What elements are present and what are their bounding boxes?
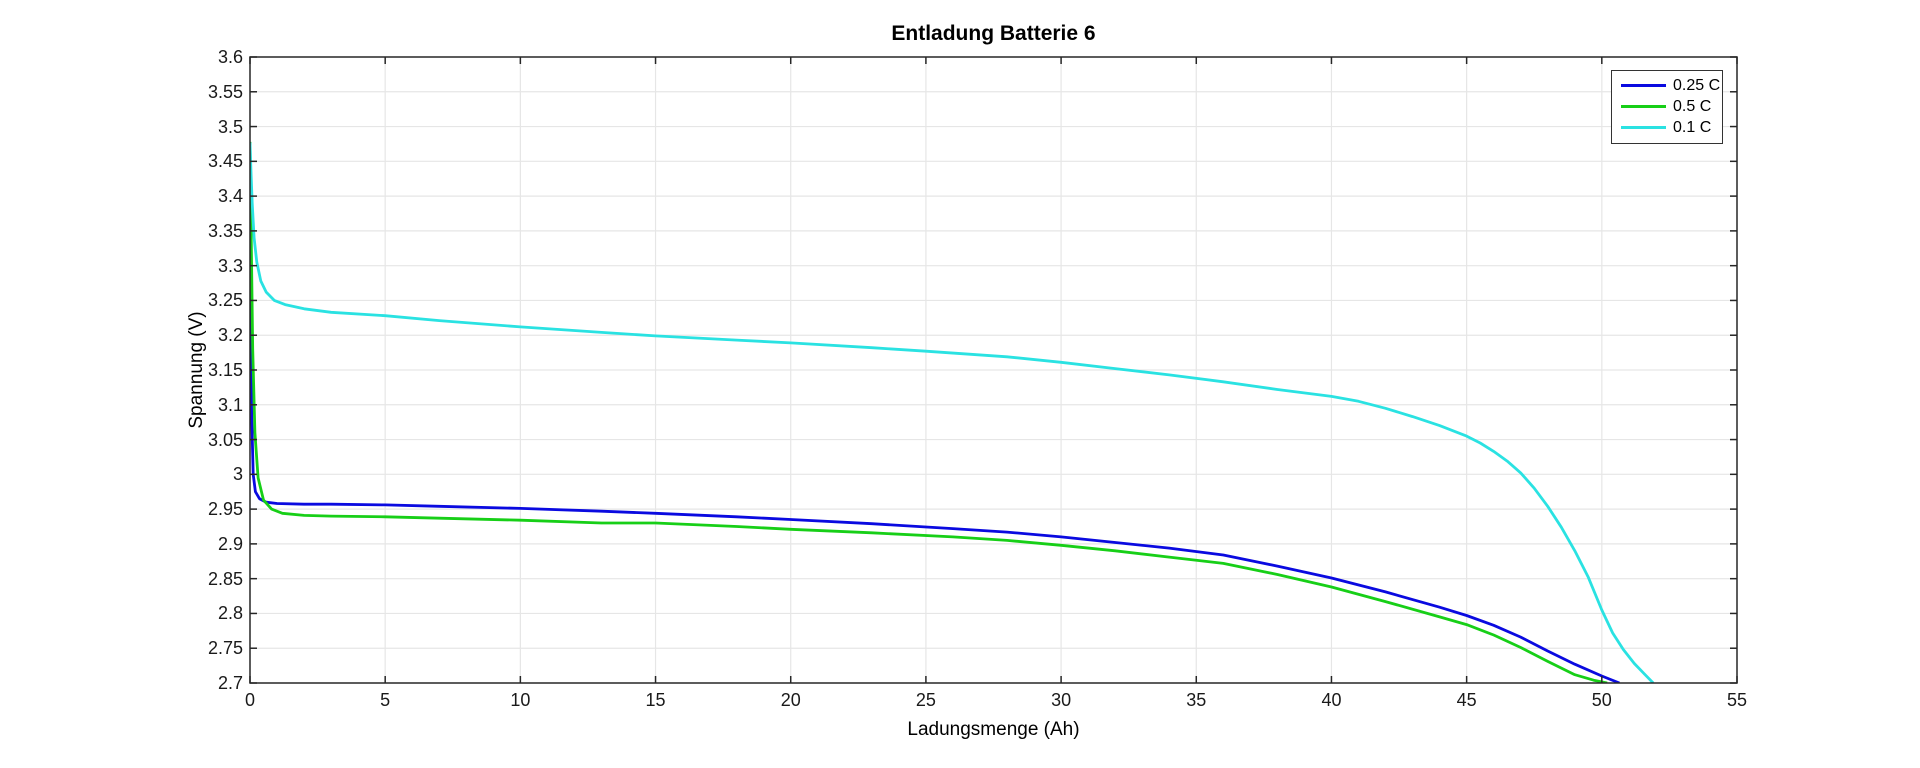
series-line-0-5-c xyxy=(250,141,1608,683)
x-tick-label: 50 xyxy=(1591,690,1612,710)
x-tick-label: 15 xyxy=(645,690,666,710)
x-tick-label: 25 xyxy=(915,690,936,710)
x-tick-label: 40 xyxy=(1321,690,1342,710)
x-tick-label: 20 xyxy=(780,690,801,710)
axis-tick-marks xyxy=(249,56,1738,684)
legend-item-label: 0.1 C xyxy=(1673,118,1712,136)
legend-item: 0.5 C xyxy=(1612,96,1722,117)
y-tick-label: 3.05 xyxy=(207,429,243,450)
legend-item-label: 0.5 C xyxy=(1673,97,1712,115)
y-tick-label: 3.2 xyxy=(217,325,243,346)
y-tick-label: 2.8 xyxy=(217,603,243,624)
y-tick-label: 3.3 xyxy=(217,255,243,276)
x-tick-label: 10 xyxy=(510,690,531,710)
series-line-0-25-c xyxy=(250,142,1620,683)
chart-title: Entladung Batterie 6 xyxy=(891,22,1096,45)
legend: 0.25 C 0.5 C 0.1 C xyxy=(1611,70,1723,144)
legend-item: 0.25 C xyxy=(1612,75,1722,96)
x-tick-label: 30 xyxy=(1051,690,1072,710)
y-tick-label: 2.9 xyxy=(217,533,243,554)
x-tick-label: 35 xyxy=(1186,690,1207,710)
y-tick-label: 3.5 xyxy=(217,116,243,137)
y-tick-label: 2.75 xyxy=(207,638,243,659)
y-tick-label: 3.6 xyxy=(217,47,243,67)
y-tick-label: 3.35 xyxy=(207,220,243,241)
y-tick-label: 3 xyxy=(232,464,243,485)
y-tick-label: 3.55 xyxy=(207,81,243,102)
x-axis-label: Ladungsmenge (Ah) xyxy=(907,719,1080,740)
y-tick-label: 2.7 xyxy=(217,673,243,693)
y-tick-label: 2.85 xyxy=(207,568,243,589)
x-tick-label: 5 xyxy=(380,690,391,710)
x-tick-label: 0 xyxy=(244,690,255,710)
legend-item-label: 0.25 C xyxy=(1673,76,1721,94)
grid-lines xyxy=(250,57,1737,683)
legend-line-sample xyxy=(1621,84,1666,87)
legend-item: 0.1 C xyxy=(1612,117,1722,138)
y-tick-label: 3.15 xyxy=(207,360,243,380)
legend-line-sample xyxy=(1621,126,1666,129)
y-tick-label: 3.4 xyxy=(217,186,243,207)
x-tick-label: 55 xyxy=(1726,690,1748,710)
y-tick-label: 2.95 xyxy=(207,499,243,520)
y-tick-label: 3.1 xyxy=(217,394,243,415)
x-tick-label: 45 xyxy=(1456,690,1477,710)
y-tick-label: 3.45 xyxy=(207,151,243,172)
y-tick-label: 3.25 xyxy=(207,290,243,311)
series-line-0-1-c xyxy=(250,142,1655,683)
axes-border xyxy=(249,56,1738,684)
legend-line-sample xyxy=(1621,105,1666,108)
